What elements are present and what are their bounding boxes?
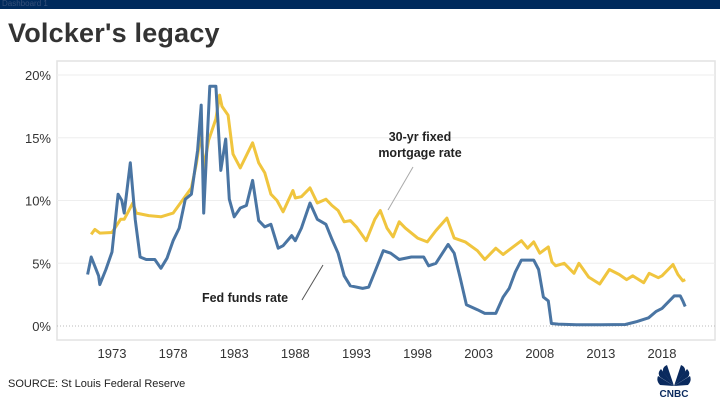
fedfunds-label: Fed funds rate bbox=[202, 291, 288, 305]
x-tick-label: 2003 bbox=[464, 346, 493, 361]
x-tick-label: 1993 bbox=[342, 346, 371, 361]
top-bar: Dashboard 1 bbox=[0, 0, 720, 9]
x-tick-label: 1978 bbox=[159, 346, 188, 361]
x-tick-label: 2018 bbox=[648, 346, 677, 361]
y-tick-label: 15% bbox=[25, 131, 51, 146]
fedfunds-leader-line bbox=[301, 264, 324, 301]
mortgage-label-line1: 30-yr fixed bbox=[389, 130, 452, 144]
dashboard-label: Dashboard 1 bbox=[2, 0, 48, 8]
x-tick-label: 1988 bbox=[281, 346, 310, 361]
mortgage-rate-line bbox=[89, 93, 686, 286]
svg-text:CNBC: CNBC bbox=[660, 389, 689, 400]
mortgage-leader-line bbox=[387, 166, 414, 211]
y-tick-label: 0% bbox=[32, 319, 51, 334]
fed-funds-rate-line bbox=[86, 84, 687, 327]
y-tick-label: 10% bbox=[25, 194, 51, 209]
mortgage-label-line2: mortgage rate bbox=[378, 146, 461, 160]
x-tick-label: 2013 bbox=[586, 346, 615, 361]
page-title: Volcker's legacy bbox=[8, 18, 220, 48]
x-tick-label: 2008 bbox=[525, 346, 554, 361]
x-tick-label: 1983 bbox=[220, 346, 249, 361]
cnbc-peacock-logo: CNBC bbox=[657, 365, 691, 400]
x-tick-label: 1973 bbox=[98, 346, 127, 361]
y-tick-label: 5% bbox=[32, 256, 51, 271]
y-tick-label: 20% bbox=[25, 68, 51, 83]
source-note: SOURCE: St Louis Federal Reserve bbox=[8, 378, 186, 390]
x-tick-label: 1998 bbox=[403, 346, 432, 361]
